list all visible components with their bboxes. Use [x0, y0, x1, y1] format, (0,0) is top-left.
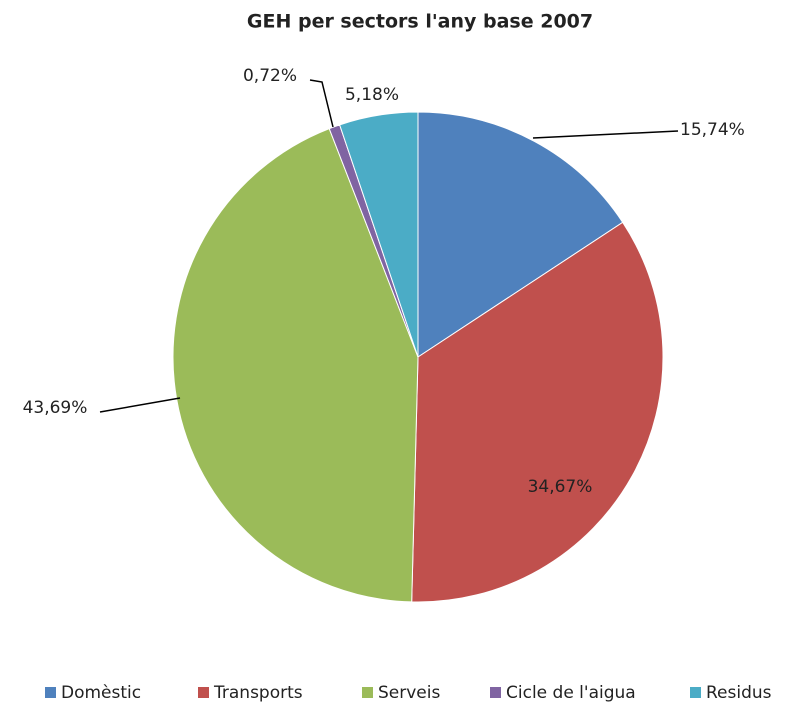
legend-swatch	[490, 687, 501, 698]
data-label: 0,72%	[243, 66, 297, 86]
legend-swatch	[362, 687, 373, 698]
data-label: 43,69%	[23, 398, 88, 418]
chart-title: GEH per sectors l'any base 2007	[247, 11, 593, 33]
leader-line	[99, 397, 181, 413]
pie-slice	[339, 111, 419, 358]
pie-slice	[411, 221, 664, 603]
legend-swatch	[198, 687, 209, 698]
legend-label: Transports	[213, 683, 303, 703]
data-label: 34,67%	[528, 477, 593, 497]
data-label: 15,74%	[680, 120, 745, 140]
legend-swatch	[45, 687, 56, 698]
leader-line	[309, 79, 334, 128]
legend-label: Cicle de l'aigua	[506, 683, 636, 703]
legend-label: Residus	[706, 683, 772, 703]
data-label: 5,18%	[345, 85, 399, 105]
pie-slice	[417, 111, 624, 358]
leader-line	[532, 130, 679, 139]
legend-label: Domèstic	[61, 683, 141, 703]
legend-label: Serveis	[378, 683, 440, 703]
legend-swatch	[690, 687, 701, 698]
